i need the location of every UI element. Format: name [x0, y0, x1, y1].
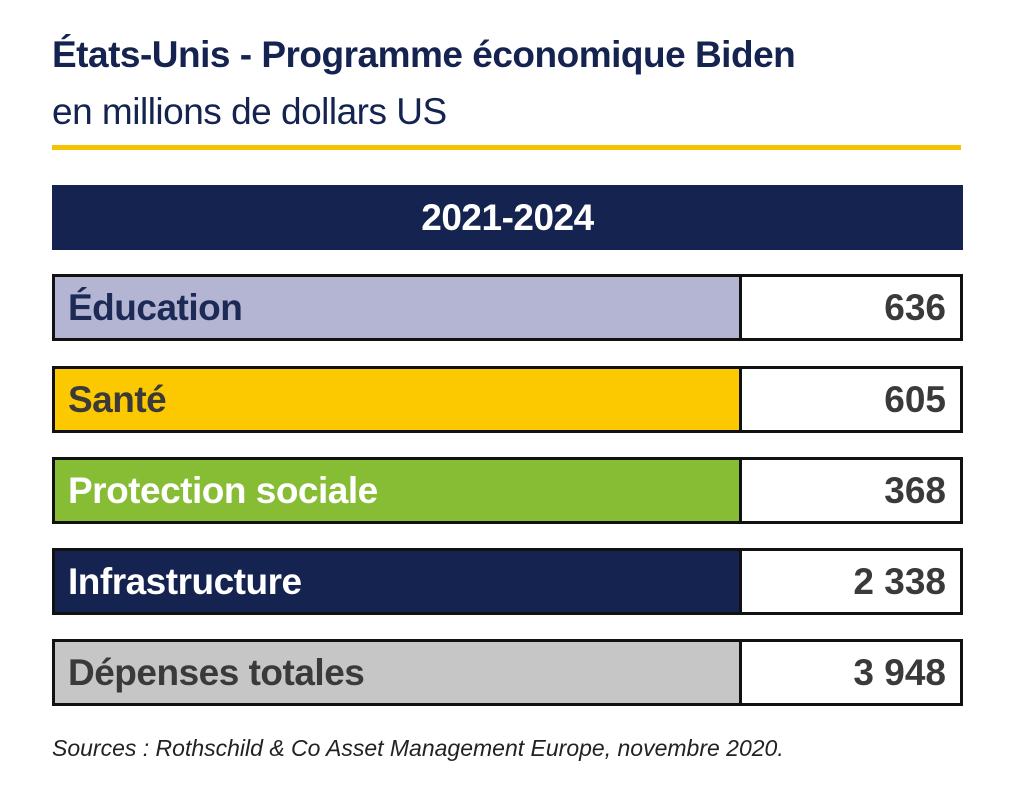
period-header: 2021-2024: [52, 185, 963, 250]
page-subtitle: en millions de dollars US: [52, 91, 447, 132]
row-value: 2 338: [853, 560, 946, 602]
row-value: 605: [884, 378, 946, 420]
table-row-total-spending: Dépenses totales 3 948: [52, 639, 963, 706]
table-row-social-protection: Protection sociale 368: [52, 457, 963, 524]
row-label: Protection sociale: [55, 460, 742, 521]
row-label: Éducation: [55, 277, 742, 338]
table-row-health: Santé 605: [52, 366, 963, 433]
row-label: Santé: [55, 369, 742, 430]
page-title: États-Unis - Programme économique Biden: [52, 34, 796, 75]
row-label: Dépenses totales: [55, 642, 742, 703]
row-value: 636: [884, 286, 946, 328]
row-value: 3 948: [853, 651, 946, 693]
table-row-infrastructure: Infrastructure 2 338: [52, 548, 963, 615]
accent-rule: [52, 145, 961, 150]
row-value: 368: [884, 469, 946, 511]
row-label: Infrastructure: [55, 551, 742, 612]
source-note: Sources : Rothschild & Co Asset Manageme…: [52, 735, 784, 761]
table-row-education: Éducation 636: [52, 274, 963, 341]
